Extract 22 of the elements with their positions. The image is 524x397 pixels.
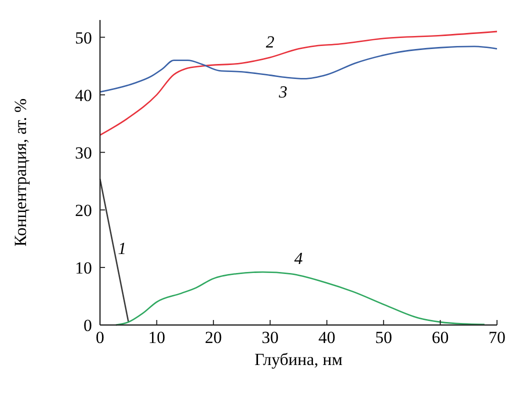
- y-axis-title: Концентрация, ат. %: [11, 98, 30, 246]
- y-tick-label: 0: [84, 316, 92, 335]
- y-tick-label: 50: [75, 28, 92, 48]
- x-tick-label: 70: [488, 328, 506, 347]
- line-series: [115, 271, 486, 326]
- y-tick-label: 40: [75, 86, 92, 105]
- x-tick-label: 50: [375, 328, 392, 347]
- series-label: 1: [118, 239, 126, 258]
- x-tick-label: 60: [432, 328, 449, 347]
- x-tick-label: 0: [96, 328, 104, 347]
- series-label: 3: [278, 82, 288, 102]
- y-tick-label: 30: [75, 143, 92, 162]
- y-tick-label: 20: [75, 200, 92, 220]
- x-tick-label: 40: [318, 328, 336, 347]
- x-tick-label: 30: [262, 328, 279, 347]
- x-tick-label: 20: [204, 328, 222, 347]
- series-label: 4: [294, 248, 304, 268]
- line-series: [99, 30, 498, 136]
- x-axis-title: Глубина, нм: [254, 350, 343, 369]
- y-tick-label: 10: [75, 258, 92, 278]
- x-tick-label: 10: [148, 328, 166, 347]
- series-label: 2: [266, 32, 275, 52]
